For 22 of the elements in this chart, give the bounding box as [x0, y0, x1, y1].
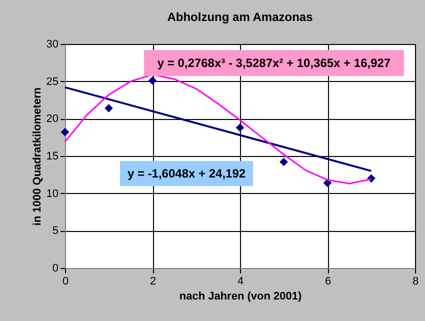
annotation: y = -1,6048x + 24,192	[127, 166, 246, 180]
y-tick-label: 0	[52, 262, 58, 274]
x-tick-label: 2	[150, 276, 156, 288]
x-tick-label: 8	[412, 276, 419, 288]
point	[280, 158, 288, 166]
point	[104, 104, 113, 112]
y-tick-label: 10	[46, 188, 58, 200]
y-tick-label: 25	[46, 76, 58, 88]
y-axis-title: in 1000 Quadratkilometern	[31, 87, 44, 226]
y-tick-label: 20	[46, 113, 58, 126]
point	[236, 123, 244, 132]
annotation: y = 0,2768x³ - 3,5287x² + 10,365x + 16,927	[157, 56, 391, 70]
point	[148, 76, 157, 85]
y-tick-label: 15	[46, 150, 58, 162]
chart-title: Abholzung am Amazonas	[167, 10, 314, 24]
x-tick-label: 0	[62, 276, 69, 288]
point	[60, 128, 70, 136]
y-tick-label: 5	[52, 225, 58, 238]
x-tick-label: 4	[237, 276, 244, 288]
x-tick-label: 6	[324, 276, 332, 288]
x-axis-title: nach Jahren (von 2001)	[179, 290, 302, 302]
y-tick-label: 30	[46, 38, 58, 50]
